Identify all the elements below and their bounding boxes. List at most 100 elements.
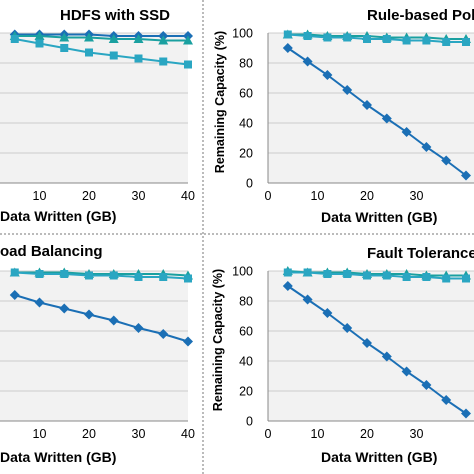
series-line (14, 271, 189, 277)
data-point (133, 34, 144, 43)
data-point (34, 297, 45, 308)
y-axis-label: Remaining Capacity (%) (213, 31, 227, 173)
data-point (282, 281, 293, 291)
data-point (183, 336, 193, 347)
y-axis-label: Remaining Capacity (%) (211, 269, 225, 411)
data-point (84, 32, 94, 42)
data-point (283, 30, 292, 39)
x-tick-label: 20 (82, 427, 96, 441)
data-point (183, 35, 193, 45)
data-point (323, 270, 332, 278)
series-square (283, 30, 470, 46)
data-point (382, 271, 391, 280)
data-point (343, 33, 352, 42)
data-point (382, 35, 391, 43)
series-square (283, 268, 470, 283)
x-tick-label: 40 (181, 427, 195, 441)
data-point (59, 32, 70, 42)
chart-panel-2: Rule-based Policy 0 10 20 30 0 20 40 60 80 100 Data… (213, 7, 474, 225)
data-point (108, 315, 119, 326)
series-line (287, 47, 467, 177)
x-tick-label: 10 (311, 427, 325, 441)
data-point (442, 38, 451, 46)
chart-panel-4: Fault Tolerance 0 10 20 30 0 20 40 60 80 100 Data W… (211, 245, 474, 465)
data-point (422, 273, 431, 281)
chart-title: Rule-based Policy (367, 7, 474, 24)
data-point (158, 35, 169, 45)
series-line (14, 294, 189, 343)
x-tick-label: 20 (360, 189, 374, 203)
x-tick-label: 20 (360, 427, 374, 441)
plot-area (0, 33, 188, 183)
data-point (134, 54, 143, 63)
data-point (441, 155, 452, 166)
data-point (322, 308, 333, 318)
x-tick-label: 10 (311, 189, 325, 203)
data-point (34, 31, 45, 40)
x-axis-label: Data Written (GB) (321, 449, 437, 465)
data-point (381, 351, 392, 362)
x-tick-label: 30 (132, 427, 146, 441)
y-tick-label: 80 (239, 295, 253, 309)
chart-title: Fault Tolerance (367, 245, 474, 262)
data-point (35, 39, 44, 48)
data-point (342, 85, 353, 95)
chart-title: oad Balancing (0, 243, 103, 260)
x-tick-label: 0 (265, 427, 272, 441)
x-tick-label: 10 (33, 189, 47, 203)
series-line (287, 33, 466, 40)
data-point (401, 366, 412, 377)
data-point (303, 32, 312, 40)
data-point (133, 323, 144, 333)
data-point (402, 36, 411, 45)
data-point (422, 36, 431, 45)
series-line (287, 33, 466, 43)
data-point (342, 323, 353, 333)
x-tick-label: 30 (410, 189, 424, 203)
y-tick-label: 60 (239, 87, 253, 101)
data-point (421, 142, 432, 152)
data-point (283, 268, 292, 277)
data-point (10, 268, 19, 277)
y-tick-label: 40 (239, 355, 253, 369)
chart-title: HDFS with SSD (60, 7, 170, 24)
data-point (402, 273, 411, 281)
data-point (59, 303, 70, 314)
series-diamond (9, 290, 193, 347)
data-point (363, 271, 371, 280)
y-tick-label: 20 (239, 147, 253, 161)
data-point (10, 35, 19, 43)
x-axis-label: Data Written (GB) (0, 449, 116, 465)
data-point (461, 408, 471, 419)
data-point (85, 48, 93, 57)
data-point (322, 70, 333, 80)
x-tick-label: 20 (82, 189, 96, 203)
data-point (442, 274, 451, 283)
x-tick-label: 0 (265, 189, 272, 203)
x-tick-label: 10 (33, 427, 47, 441)
data-point (9, 290, 20, 300)
chart-panel-1: HDFS with SSD 10 20 30 40 Data Written (GB) (0, 7, 195, 224)
series-line (14, 35, 188, 42)
data-point (159, 57, 168, 66)
data-point (302, 294, 313, 305)
data-point (461, 170, 471, 181)
series-square (10, 268, 192, 283)
data-point (421, 380, 432, 390)
data-point (462, 38, 470, 46)
series-line (287, 271, 466, 280)
data-point (109, 51, 118, 60)
series-line (14, 271, 189, 280)
x-axis-label: Data Written (GB) (321, 209, 437, 225)
series-diamond (282, 43, 471, 181)
data-point (302, 56, 313, 67)
y-tick-label: 80 (239, 57, 253, 71)
x-axis-label: Data Written (GB) (0, 208, 116, 224)
data-point (35, 270, 44, 278)
data-point (381, 113, 392, 124)
data-point (84, 309, 94, 320)
data-point (462, 274, 470, 283)
data-point (85, 271, 93, 280)
y-tick-label: 0 (246, 177, 253, 191)
